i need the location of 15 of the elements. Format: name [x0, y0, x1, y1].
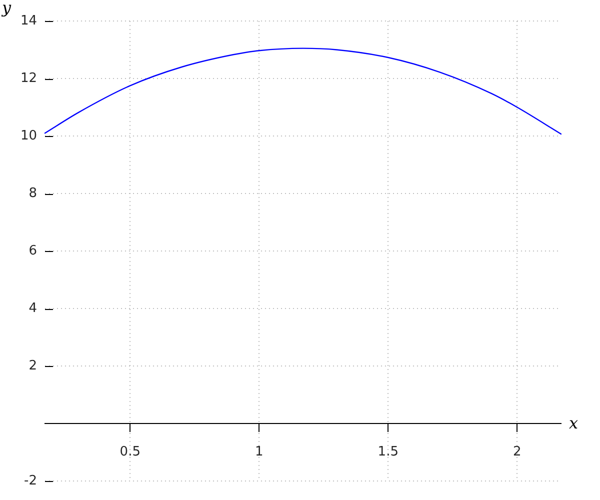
y-tick-label: 10 — [20, 128, 37, 144]
y-tick-label: -2 — [24, 473, 37, 488]
y-tick-label: 4 — [28, 300, 37, 316]
x-tick-label: 1.5 — [378, 444, 398, 460]
y-tick-label: 14 — [20, 13, 37, 28]
y-axis-title: y — [1, 0, 12, 18]
x-tick-label: 2 — [513, 444, 522, 460]
x-axis-title: x — [569, 414, 578, 433]
y-tick-label: 2 — [28, 358, 37, 374]
x-tick-label: 0.5 — [120, 444, 140, 460]
x-tick-label: 1 — [255, 444, 264, 460]
y-tick-label: 8 — [28, 186, 37, 201]
y-tick-label: 6 — [28, 243, 37, 258]
y-tick-label: 12 — [20, 70, 37, 86]
line-series — [44, 48, 562, 135]
